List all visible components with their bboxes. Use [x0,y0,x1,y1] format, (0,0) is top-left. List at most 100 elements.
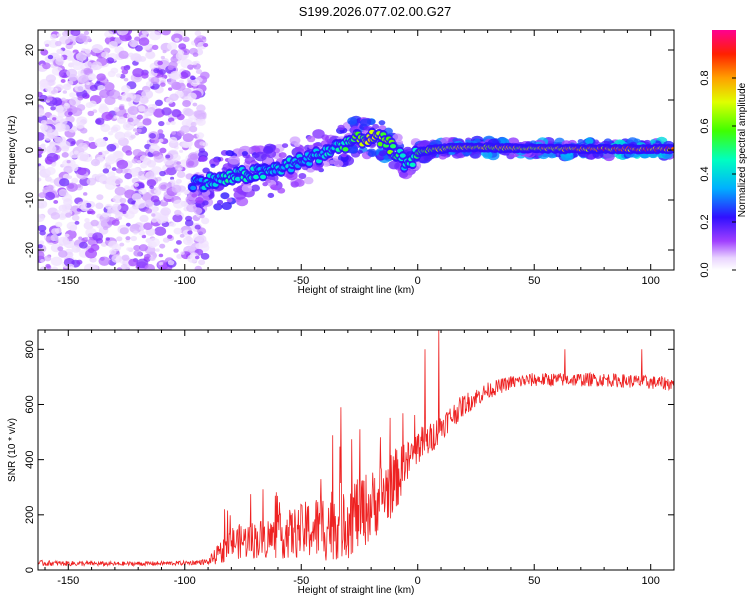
halo-blob [270,184,278,190]
noise-blob [128,258,138,267]
noise-blob [131,94,143,103]
colorbar-tick-label: 0.8 [699,70,711,85]
noise-blob [64,102,69,107]
colorbar-tick-label: 0.4 [699,166,711,181]
noise-blob [179,149,184,153]
noise-blob [118,105,125,111]
noise-blob [106,57,115,64]
noise-blob [123,77,129,82]
x-tick-label: -50 [293,275,309,287]
noise-blob [173,227,182,235]
halo-blob [388,160,400,170]
noise-blob [56,33,62,37]
noise-blob [180,251,185,255]
halo-blob [254,151,267,162]
noise-blob [167,260,175,266]
noise-blob [57,110,66,118]
noise-blob [144,199,155,208]
noise-blob [179,233,185,238]
ridge-core [234,176,241,182]
noise-blob [130,235,138,242]
x-tick-label: -150 [57,575,79,587]
noise-blob [111,219,120,226]
halo-blob [372,123,380,130]
noise-blob [65,251,74,258]
noise-blob [67,35,76,42]
halo-blob [199,156,207,162]
noise-blob [111,167,117,172]
noise-blob [47,54,54,60]
noise-blob [62,90,68,94]
noise-blob [58,213,67,220]
noise-blob [46,129,59,139]
halo-blob [262,181,268,187]
noise-blob [189,125,198,133]
x-tick-label: 0 [415,275,421,287]
noise-blob [83,192,88,196]
noise-blob [87,110,95,117]
noise-blob [133,167,140,173]
noise-blob [105,203,113,210]
noise-blob [94,138,106,148]
noise-blob [75,52,87,62]
x-tick-label: 100 [642,575,660,587]
noise-blob [154,226,167,236]
noise-blob [176,192,181,196]
noise-blob [67,111,73,116]
noise-blob [127,106,139,116]
noise-blob [66,55,74,61]
noise-blob [137,105,146,112]
colorbar-label: Normalized spectral amplitude [737,82,748,217]
noise-blob [167,234,173,239]
noise-blob [60,79,66,83]
noise-blob [190,78,200,87]
noise-blob [166,42,178,51]
noise-blob [98,151,103,156]
noise-blob [142,118,152,126]
noise-blob [76,207,82,212]
noise-blob [129,223,142,234]
noise-blob [86,177,97,186]
noise-blob [151,217,158,223]
halo-blob [225,149,234,157]
noise-blob [120,263,128,270]
noise-blob [77,151,90,162]
noise-blob [176,171,186,179]
noise-blob [38,147,44,156]
noise-blob [45,176,52,182]
halo-blob [221,202,232,211]
noise-blob [182,236,194,246]
halo-blob [326,138,333,144]
noise-blob [113,115,118,119]
noise-blob [99,175,111,185]
noise-blob [136,128,142,133]
noise-blob [158,69,166,75]
x-tick-label: 0 [415,575,421,587]
noise-blob [119,227,129,235]
noise-blob [84,236,89,241]
noise-blob [136,121,145,129]
halo-blob [210,163,216,168]
noise-blob [76,259,83,265]
noise-blob [131,158,138,164]
noise-blob [170,120,176,125]
halo-blob [193,207,203,215]
noise-blob [125,236,131,241]
noise-blob [89,84,98,92]
noise-blob [176,253,183,260]
noise-blob [58,178,70,187]
noise-blob [79,241,88,249]
noise-blob [157,30,164,33]
snr-frame [37,329,675,571]
noise-blob [151,44,159,50]
noise-blob [71,230,76,235]
noise-blob [123,132,130,138]
noise-blob [90,244,100,252]
noise-blob [96,73,106,81]
noise-blob [128,41,133,45]
ridge-core [409,162,416,168]
noise-blob [180,70,191,78]
halo-blob [226,197,233,203]
noise-blob [153,189,159,194]
ridge-core [190,185,197,191]
